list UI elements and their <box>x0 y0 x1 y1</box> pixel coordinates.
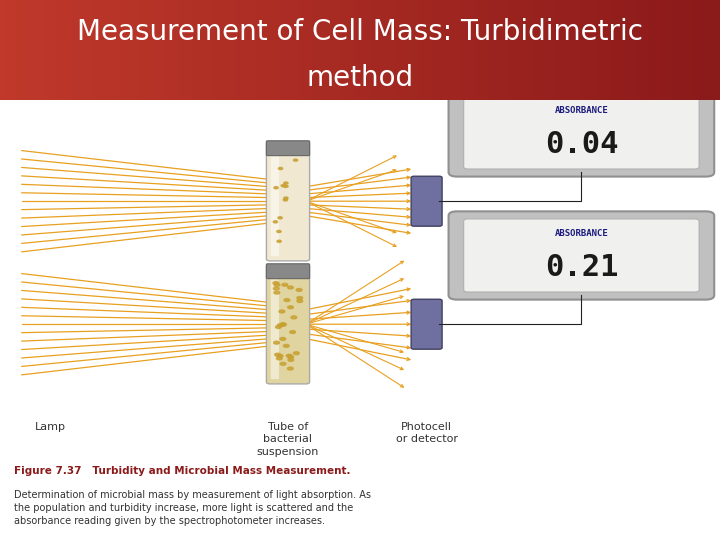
FancyBboxPatch shape <box>271 157 279 256</box>
Circle shape <box>297 296 302 299</box>
Circle shape <box>277 240 282 242</box>
Text: ABSORBANCE: ABSORBANCE <box>554 228 608 238</box>
Circle shape <box>287 367 293 370</box>
Circle shape <box>288 356 294 359</box>
Circle shape <box>276 357 282 360</box>
Text: ABSORBANCE: ABSORBANCE <box>554 106 608 114</box>
FancyBboxPatch shape <box>449 89 714 177</box>
Text: 0.04: 0.04 <box>544 130 618 159</box>
Text: Lamp: Lamp <box>35 422 66 432</box>
Circle shape <box>276 231 281 233</box>
Circle shape <box>274 284 280 286</box>
Circle shape <box>284 185 288 187</box>
Circle shape <box>274 287 279 290</box>
Circle shape <box>275 353 281 356</box>
Circle shape <box>277 324 283 327</box>
FancyBboxPatch shape <box>464 219 699 292</box>
Circle shape <box>287 354 292 357</box>
Circle shape <box>284 197 288 199</box>
Circle shape <box>279 167 283 170</box>
Circle shape <box>277 354 283 357</box>
Circle shape <box>294 352 300 355</box>
Circle shape <box>282 284 288 286</box>
FancyBboxPatch shape <box>266 265 310 384</box>
Text: Photocell
or detector: Photocell or detector <box>395 422 458 444</box>
Circle shape <box>284 345 289 347</box>
Text: 0.21: 0.21 <box>544 253 618 282</box>
Circle shape <box>278 217 282 219</box>
FancyBboxPatch shape <box>411 176 442 226</box>
Circle shape <box>280 323 286 326</box>
Circle shape <box>274 341 279 344</box>
Circle shape <box>288 359 294 361</box>
FancyBboxPatch shape <box>271 279 279 379</box>
Circle shape <box>284 182 288 184</box>
Circle shape <box>287 286 293 289</box>
FancyBboxPatch shape <box>266 141 310 261</box>
Circle shape <box>294 159 298 161</box>
Circle shape <box>297 300 302 302</box>
Text: Tube of
bacterial
suspension: Tube of bacterial suspension <box>257 422 319 457</box>
Circle shape <box>274 221 278 223</box>
Text: Determination of microbial mass by measurement of light absorption. As
the popul: Determination of microbial mass by measu… <box>14 490 372 525</box>
Circle shape <box>274 291 280 294</box>
Text: Figure 7.37   Turbidity and Microbial Mass Measurement.: Figure 7.37 Turbidity and Microbial Mass… <box>14 466 351 476</box>
Circle shape <box>291 316 297 319</box>
Circle shape <box>284 299 289 301</box>
Circle shape <box>281 185 285 187</box>
FancyBboxPatch shape <box>266 264 310 279</box>
FancyBboxPatch shape <box>449 211 714 300</box>
Text: method: method <box>307 64 413 92</box>
Circle shape <box>280 362 286 365</box>
Circle shape <box>279 310 285 313</box>
Circle shape <box>288 306 294 309</box>
Circle shape <box>280 323 286 326</box>
Circle shape <box>296 288 302 292</box>
Text: Measurement of Cell Mass: Turbidimetric: Measurement of Cell Mass: Turbidimetric <box>77 18 643 46</box>
Circle shape <box>280 338 286 340</box>
FancyBboxPatch shape <box>464 96 699 169</box>
Circle shape <box>289 330 295 334</box>
FancyBboxPatch shape <box>266 141 310 156</box>
Circle shape <box>274 187 278 189</box>
Circle shape <box>276 326 282 328</box>
Circle shape <box>283 199 287 201</box>
FancyBboxPatch shape <box>411 299 442 349</box>
Circle shape <box>273 281 279 285</box>
